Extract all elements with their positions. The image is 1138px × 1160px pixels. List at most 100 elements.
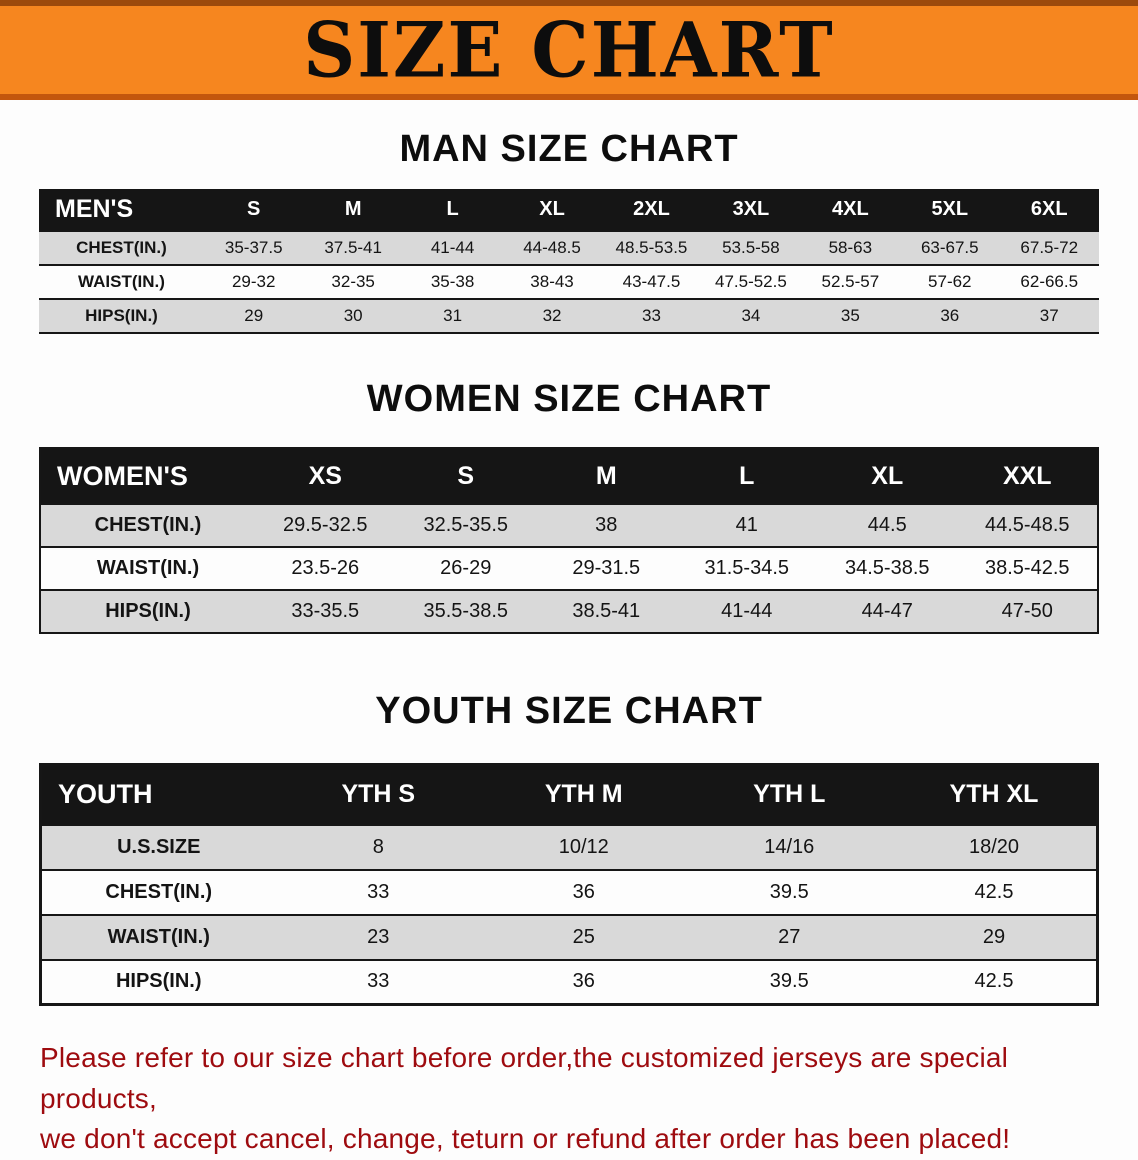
banner-title: SIZE CHART <box>303 4 835 95</box>
table-cell: 18/20 <box>892 824 1098 870</box>
men-header-cell: M <box>303 189 403 231</box>
table-cell: 29 <box>892 914 1098 960</box>
table-cell: 26-29 <box>440 557 492 579</box>
table-cell: 47-50 <box>957 590 1098 633</box>
table-cell: 36 <box>572 970 595 993</box>
row-label: HIPS(IN.) <box>39 299 204 333</box>
youth-header-cell: YTH XL <box>892 764 1098 825</box>
women-header-cell: S <box>395 448 536 504</box>
youth-size-table: YOUTH YTH S YTH M YTH L YTH XL U.S.SIZE … <box>39 763 1099 1006</box>
table-cell: 29-32 <box>231 272 276 291</box>
youth-header-cell: YTH L <box>686 764 892 825</box>
table-cell: 35-37.5 <box>204 231 304 265</box>
table-cell: 44-48.5 <box>502 231 602 265</box>
women-header-cell: XXL <box>957 448 1098 504</box>
table-cell: 32-35 <box>331 272 375 291</box>
table-cell: 63-67.5 <box>900 231 1000 265</box>
table-cell: 39.5 <box>769 970 809 993</box>
table-cell: 58-63 <box>800 231 901 265</box>
youth-header-row: YOUTH YTH S YTH M YTH L YTH XL <box>40 764 1098 825</box>
table-cell: 37.5-41 <box>303 231 403 265</box>
table-cell: 47.5-52.5 <box>714 272 787 291</box>
table-cell: 10/12 <box>481 824 687 870</box>
table-cell: 41-44 <box>402 231 503 265</box>
table-cell: 29-31.5 <box>572 557 641 579</box>
table-cell: 36 <box>900 299 1000 333</box>
youth-table-title: YOUTH <box>40 764 276 825</box>
men-header-cell: 3XL <box>701 189 801 231</box>
table-cell: 38.5-42.5 <box>984 557 1070 579</box>
women-waist-row: WAIST(IN.) 23.5-26 26-29 29-31.5 31.5-34… <box>40 547 1098 590</box>
order-policy-line-2: we don't accept cancel, change, teturn o… <box>40 1123 1011 1155</box>
women-header-cell: XS <box>255 448 396 504</box>
table-cell: 23 <box>275 914 481 960</box>
row-label: U.S.SIZE <box>40 824 276 870</box>
table-cell: 34 <box>701 299 801 333</box>
table-cell: 44.5 <box>817 504 958 547</box>
table-cell: 36 <box>572 880 595 903</box>
table-cell: 35 <box>800 299 901 333</box>
table-cell: 8 <box>275 824 481 870</box>
row-label: CHEST(IN.) <box>40 504 255 547</box>
men-header-cell: L <box>402 189 503 231</box>
table-cell: 33 <box>367 970 390 993</box>
row-label: CHEST(IN.) <box>105 880 213 903</box>
row-label: WAIST(IN.) <box>40 914 276 960</box>
youth-hips-row: HIPS(IN.) 33 36 39.5 42.5 <box>40 959 1098 1005</box>
table-cell: 33-35.5 <box>255 590 396 633</box>
table-cell: 53.5-58 <box>701 231 801 265</box>
order-policy-line-1: Please refer to our size chart before or… <box>40 1042 1009 1114</box>
table-cell: 42.5 <box>974 970 1014 993</box>
youth-ussize-row: U.S.SIZE 8 10/12 14/16 18/20 <box>40 824 1098 870</box>
table-cell: 32.5-35.5 <box>395 504 536 547</box>
table-cell: 31 <box>402 299 503 333</box>
size-chart-banner: SIZE CHART <box>0 0 1138 100</box>
table-cell: 32 <box>502 299 602 333</box>
youth-waist-row: WAIST(IN.) 23 25 27 29 <box>40 914 1098 960</box>
youth-section-heading: YOUTH SIZE CHART <box>375 690 763 732</box>
women-size-table: WOMEN'S XS S M L XL XXL CHEST(IN.) 29.5-… <box>39 447 1099 634</box>
men-header-cell: 4XL <box>800 189 901 231</box>
row-label: WAIST(IN.) <box>96 557 200 579</box>
table-cell: 34.5-38.5 <box>844 557 930 579</box>
table-cell: 14/16 <box>686 824 892 870</box>
row-label: CHEST(IN.) <box>39 231 204 265</box>
row-label: WAIST(IN.) <box>78 272 165 291</box>
women-section-heading: WOMEN SIZE CHART <box>366 378 772 420</box>
men-waist-row: WAIST(IN.) 29-32 32-35 35-38 38-43 43-47… <box>39 265 1099 299</box>
women-table-title: WOMEN'S <box>40 448 255 504</box>
women-chest-row: CHEST(IN.) 29.5-32.5 32.5-35.5 38 41 44.… <box>40 504 1098 547</box>
table-cell: 29 <box>204 299 304 333</box>
men-header-cell: 6XL <box>999 189 1099 231</box>
table-cell: 38.5-41 <box>536 590 677 633</box>
men-chest-row: CHEST(IN.) 35-37.5 37.5-41 41-44 44-48.5… <box>39 231 1099 265</box>
row-label: HIPS(IN.) <box>115 970 202 993</box>
youth-chest-row: CHEST(IN.) 33 36 39.5 42.5 <box>40 869 1098 915</box>
table-cell: 27 <box>686 914 892 960</box>
table-cell: 35.5-38.5 <box>395 590 536 633</box>
table-cell: 31.5-34.5 <box>704 557 789 579</box>
women-header-cell: M <box>536 448 677 504</box>
youth-header-cell: YTH M <box>481 764 687 825</box>
men-size-table: MEN'S S M L XL 2XL 3XL 4XL 5XL 6XL CHEST… <box>39 189 1099 334</box>
men-header-cell: XL <box>502 189 602 231</box>
youth-header-cell: YTH S <box>275 764 481 825</box>
table-cell: 67.5-72 <box>999 231 1099 265</box>
table-cell: 39.5 <box>769 880 809 903</box>
table-cell: 37 <box>999 299 1099 333</box>
men-hips-row: HIPS(IN.) 29 30 31 32 33 34 35 36 37 <box>39 299 1099 333</box>
table-cell: 29.5-32.5 <box>255 504 396 547</box>
table-cell: 33 <box>367 880 390 903</box>
table-cell: 42.5 <box>974 880 1014 903</box>
table-cell: 57-62 <box>928 272 972 291</box>
table-cell: 52.5-57 <box>821 272 880 291</box>
men-section-heading: MAN SIZE CHART <box>399 128 739 170</box>
women-header-cell: L <box>676 448 817 504</box>
women-header-row: WOMEN'S XS S M L XL XXL <box>40 448 1098 504</box>
table-cell: 48.5-53.5 <box>601 231 702 265</box>
table-cell: 41-44 <box>676 590 817 633</box>
table-cell: 38-43 <box>530 272 574 291</box>
table-cell: 38 <box>536 504 677 547</box>
table-cell: 30 <box>303 299 403 333</box>
table-cell: 62-66.5 <box>1020 272 1079 291</box>
